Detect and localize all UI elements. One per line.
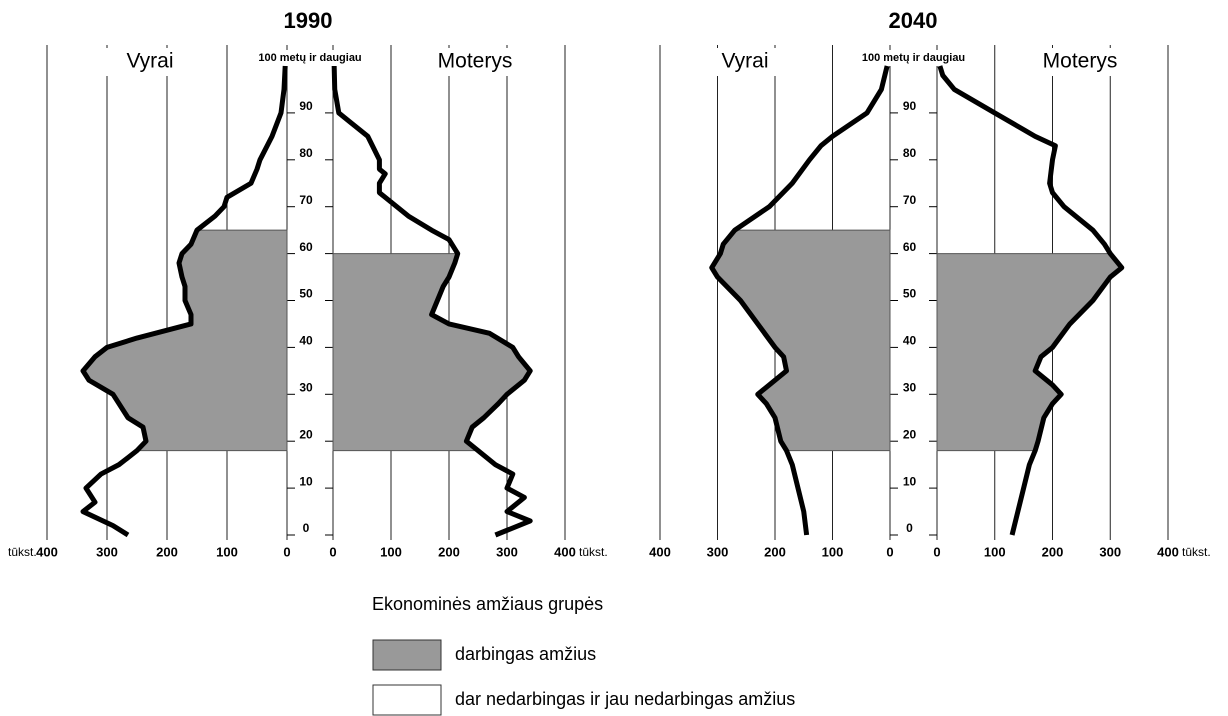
y-tick-label: 0 xyxy=(303,521,310,535)
y-tick-label: 30 xyxy=(299,380,313,394)
x-tick-label: 300 xyxy=(707,544,729,559)
y-tick-label: 50 xyxy=(299,287,313,301)
x-tick-label: 400 xyxy=(554,544,576,559)
y-tick-label: 20 xyxy=(299,427,313,441)
x-tick-label: 400 xyxy=(36,544,58,559)
x-tick-label: 100 xyxy=(984,544,1006,559)
series-name: Vyrai xyxy=(126,50,173,73)
x-tick-label: 200 xyxy=(156,544,178,559)
y-tick-label: 60 xyxy=(903,240,917,254)
working-age-area xyxy=(711,229,891,452)
series-label-bg xyxy=(410,48,540,76)
x-tick-label: 100 xyxy=(380,544,402,559)
x-tick-label: 400 xyxy=(649,544,671,559)
series-label-bg xyxy=(680,48,810,76)
series-label-bg xyxy=(1015,48,1145,76)
chart-title: 1990 xyxy=(284,8,333,33)
population-line xyxy=(937,65,1125,536)
legend-title: Ekonominės amžiaus grupės xyxy=(372,594,603,614)
y-tick-label: 70 xyxy=(299,193,313,207)
y-tick-label: 70 xyxy=(903,193,917,207)
x-tick-label: 400 xyxy=(1157,544,1179,559)
y-tick-label: 10 xyxy=(903,474,917,488)
x-tick-label: 0 xyxy=(933,544,940,559)
x-tick-label: 100 xyxy=(216,544,238,559)
x-tick-label: 200 xyxy=(438,544,460,559)
legend-label: dar nedarbingas ir jau nedarbingas amžiu… xyxy=(455,689,795,709)
legend-label: darbingas amžius xyxy=(455,644,596,664)
y-tick-label: 0 xyxy=(906,521,913,535)
chart-title: 2040 xyxy=(889,8,938,33)
y-tick-label: 90 xyxy=(299,99,313,113)
y-tick-label: 50 xyxy=(903,287,917,301)
population-line xyxy=(331,65,533,538)
series-name: Moterys xyxy=(438,50,513,73)
unit-label: tūkst. xyxy=(579,545,608,559)
y-tick-label: 40 xyxy=(299,334,313,348)
y-tick-label: 90 xyxy=(903,99,917,113)
y-tick-label: 30 xyxy=(903,380,917,394)
series-label-bg xyxy=(85,48,215,76)
x-tick-label: 200 xyxy=(764,544,786,559)
unit-label: tūkst. xyxy=(8,545,37,559)
top-label-bg xyxy=(242,50,378,66)
working-age-area xyxy=(936,253,1123,452)
unit-label: tūkst. xyxy=(1182,545,1211,559)
y-tick-label: 20 xyxy=(903,427,917,441)
series-name: Vyrai xyxy=(721,50,768,73)
legend-swatch xyxy=(372,639,442,671)
x-tick-label: 300 xyxy=(1099,544,1121,559)
legend-swatch xyxy=(372,684,442,716)
x-tick-label: 300 xyxy=(496,544,518,559)
x-tick-label: 300 xyxy=(96,544,118,559)
x-tick-label: 100 xyxy=(822,544,844,559)
y-tick-label: 80 xyxy=(903,146,917,160)
working-age-area xyxy=(332,253,531,452)
y-tick-label: 40 xyxy=(903,334,917,348)
y-tick-label: 80 xyxy=(299,146,313,160)
y-tick-label: 10 xyxy=(299,474,313,488)
x-tick-label: 0 xyxy=(283,544,290,559)
series-name: Moterys xyxy=(1043,50,1118,73)
top-label: 100 metų ir daugiau xyxy=(862,52,965,64)
x-tick-label: 0 xyxy=(329,544,336,559)
top-label: 100 metų ir daugiau xyxy=(258,52,361,64)
population-line xyxy=(80,65,288,538)
working-age-area xyxy=(82,229,288,452)
top-label-bg xyxy=(845,50,982,66)
y-tick-label: 60 xyxy=(299,240,313,254)
x-tick-label: 200 xyxy=(1042,544,1064,559)
x-tick-label: 0 xyxy=(886,544,893,559)
population-line xyxy=(709,65,890,536)
